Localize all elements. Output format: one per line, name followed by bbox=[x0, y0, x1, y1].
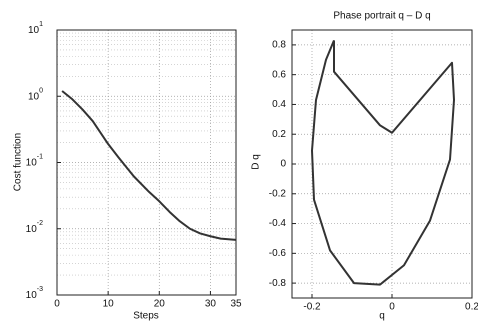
y-tick-label: 101 bbox=[28, 21, 43, 36]
x-tick-label: 30 bbox=[205, 299, 217, 310]
data-line bbox=[61, 90, 237, 241]
x-tick-label: 35 bbox=[230, 299, 242, 310]
y-axis-label: D q bbox=[251, 154, 262, 170]
x-axis-label: q bbox=[379, 311, 385, 321]
y-tick-label: 10-1 bbox=[26, 153, 43, 168]
y-tick-label: 0.6 bbox=[272, 69, 286, 80]
y-tick-label: 0 bbox=[280, 159, 286, 170]
x-tick-label: 0 bbox=[54, 299, 60, 310]
y-tick-label: 10-2 bbox=[26, 220, 43, 235]
y-tick-label: -0.4 bbox=[269, 218, 287, 229]
y-tick-label: 10-3 bbox=[26, 286, 43, 301]
y-tick-label: -0.8 bbox=[269, 278, 287, 289]
y-tick-label: 100 bbox=[28, 87, 43, 102]
x-axis-label: Steps bbox=[133, 311, 159, 321]
plot-frame bbox=[291, 29, 473, 299]
y-tick-label: 0.8 bbox=[272, 40, 286, 51]
y-tick-label: -0.2 bbox=[269, 188, 287, 199]
y-tick-label: 0.2 bbox=[272, 129, 286, 140]
y-axis-label: Cost function bbox=[13, 133, 24, 191]
x-tick-label: 10 bbox=[103, 299, 115, 310]
chart-title: Phase portrait q – D q bbox=[333, 11, 430, 22]
y-tick-label: 0.4 bbox=[272, 99, 286, 110]
x-tick-label: 0.2 bbox=[465, 302, 478, 313]
data-line bbox=[311, 40, 455, 286]
x-tick-label: -0.2 bbox=[303, 302, 321, 313]
x-tick-label: 0 bbox=[389, 302, 395, 313]
plot-frame bbox=[56, 29, 237, 296]
y-tick-label: -0.6 bbox=[269, 248, 287, 259]
x-tick-label: 20 bbox=[154, 299, 166, 310]
